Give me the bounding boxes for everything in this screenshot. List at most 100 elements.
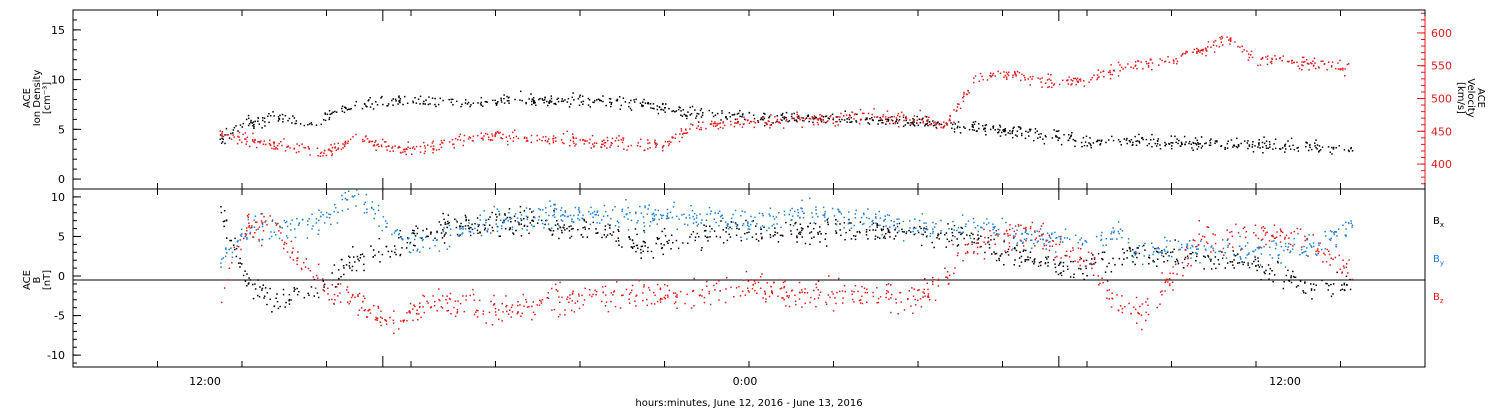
bfield-point-1	[1186, 243, 1188, 245]
bfield-label-line-2: B	[32, 276, 43, 283]
velocity-point-0	[1134, 65, 1136, 67]
bfield-point-1	[1305, 238, 1308, 240]
velocity-point-0	[480, 132, 482, 134]
density-point-0	[439, 97, 441, 100]
bfield-point-1	[497, 226, 499, 228]
bfield-point-2	[475, 311, 477, 313]
velocity-point-0	[710, 123, 713, 125]
velocity-point-0	[743, 116, 745, 118]
bfield-point-1	[246, 236, 248, 239]
velocity-point-0	[491, 133, 493, 135]
bfield-point-2	[619, 307, 622, 309]
bfield-point-0	[729, 236, 732, 238]
velocity-point-0	[344, 145, 346, 148]
density-point-0	[1055, 130, 1058, 132]
bfield-point-2	[771, 292, 774, 295]
velocity-point-0	[387, 145, 389, 147]
bfield-point-0	[631, 239, 634, 241]
density-point-0	[264, 121, 266, 123]
bfield-point-1	[1274, 247, 1277, 250]
bottom-panel-frame	[72, 188, 1426, 368]
bfield-point-2	[920, 306, 923, 308]
velocity-point-0	[714, 122, 716, 125]
bfield-point-1	[578, 211, 581, 214]
density-point-0	[561, 98, 563, 100]
velocity-point-0	[876, 116, 879, 118]
bfield-point-0	[1263, 271, 1265, 273]
density-point-0	[1196, 139, 1198, 142]
bfield-point-0	[1328, 284, 1330, 287]
bfield-point-2	[1227, 238, 1229, 240]
density-point-0	[341, 107, 343, 110]
density-point-0	[952, 123, 954, 126]
velocity-point-0	[391, 147, 393, 149]
bfield-point-2	[1090, 252, 1093, 254]
density-point-0	[412, 100, 414, 103]
velocity-point-0	[1186, 51, 1188, 53]
bfield-point-1	[863, 222, 865, 225]
velocity-point-0	[934, 121, 936, 123]
velocity-point-0	[569, 139, 572, 142]
bfield-point-1	[797, 209, 799, 211]
density-point-0	[1154, 142, 1156, 145]
density-tick-label: 10	[51, 74, 65, 87]
density-point-0	[782, 116, 784, 118]
velocity-point-0	[574, 145, 576, 147]
bfield-point-1	[690, 205, 692, 207]
bfield-point-0	[519, 205, 522, 208]
velocity-point-0	[876, 116, 878, 118]
bfield-point-0	[460, 222, 462, 225]
bfield-point-0	[471, 223, 473, 226]
velocity-point-0	[817, 119, 819, 121]
bfield-point-1	[1039, 228, 1042, 230]
bfield-point-2	[899, 291, 902, 294]
bfield-point-0	[378, 251, 380, 253]
bfield-point-1	[1132, 256, 1135, 258]
bfield-point-2	[531, 305, 533, 308]
bfield-point-0	[995, 252, 998, 255]
bfield-point-0	[604, 228, 606, 231]
bfield-point-2	[762, 297, 764, 299]
bfield-point-1	[1021, 232, 1023, 235]
density-point-0	[1314, 142, 1316, 144]
bfield-point-1	[244, 235, 246, 238]
bfield-point-0	[468, 219, 470, 221]
bfield-point-0	[799, 233, 802, 235]
bfield-point-1	[578, 210, 581, 212]
bfield-point-0	[845, 231, 847, 234]
bfield-point-2	[1254, 224, 1257, 226]
bfield-point-1	[247, 218, 249, 221]
density-point-0	[557, 97, 560, 100]
bfield-point-1	[357, 193, 360, 196]
bfield-point-2	[714, 289, 716, 291]
bfield-point-0	[826, 219, 828, 221]
velocity-point-0	[1181, 53, 1184, 56]
density-point-0	[973, 129, 976, 131]
velocity-point-0	[553, 137, 555, 140]
bfield-point-2	[861, 295, 863, 298]
density-point-0	[757, 120, 759, 122]
bfield-point-2	[656, 283, 659, 286]
velocity-point-0	[1199, 49, 1201, 52]
density-point-0	[519, 99, 521, 101]
bfield-point-2	[278, 230, 280, 232]
bfield-point-2	[713, 284, 715, 287]
velocity-point-0	[942, 127, 944, 129]
density-point-0	[1233, 144, 1235, 146]
bfield-point-2	[1161, 294, 1163, 296]
density-point-0	[477, 102, 479, 104]
bfield-point-0	[913, 233, 915, 236]
bfield-point-1	[734, 209, 737, 212]
density-point-0	[616, 100, 619, 102]
bfield-point-0	[755, 233, 757, 235]
bfield-point-2	[1141, 303, 1144, 305]
bfield-point-0	[532, 220, 535, 223]
density-point-0	[1348, 150, 1350, 153]
velocity-point-0	[1167, 56, 1169, 58]
bfield-point-1	[871, 224, 873, 226]
bfield-point-0	[1213, 263, 1215, 265]
bfield-point-0	[640, 252, 642, 254]
bfield-point-0	[1031, 260, 1034, 263]
density-point-0	[1274, 138, 1277, 140]
density-point-0	[571, 96, 573, 99]
